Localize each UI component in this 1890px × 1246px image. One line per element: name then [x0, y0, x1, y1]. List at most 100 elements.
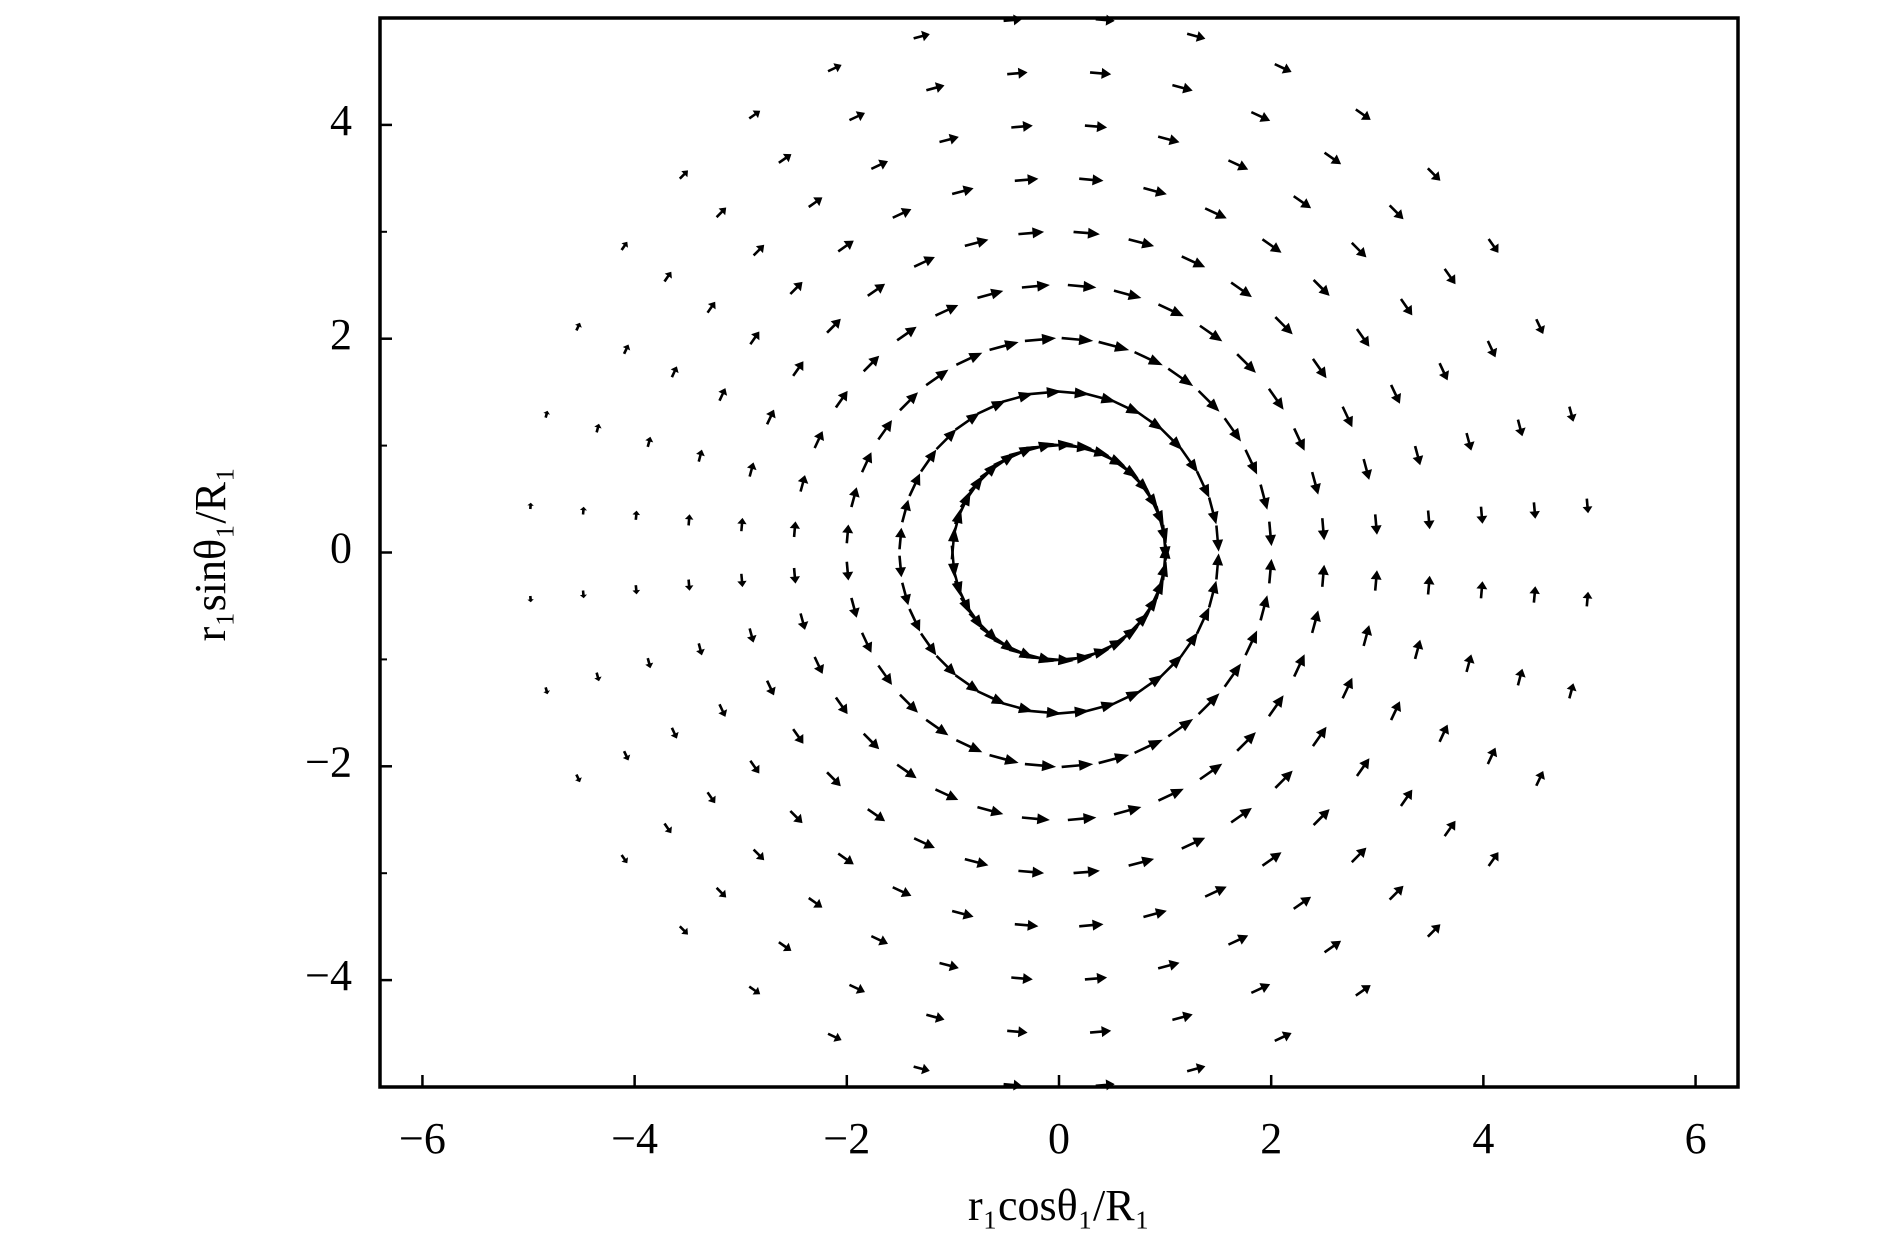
arrow: [579, 590, 587, 599]
arrow: [989, 753, 1019, 765]
arrow: [1136, 674, 1164, 695]
arrow: [899, 392, 918, 412]
arrow: [977, 288, 1004, 300]
arrow: [748, 985, 761, 995]
arrow: [1110, 690, 1142, 706]
arrow: [1028, 387, 1062, 399]
arrow: [1128, 856, 1155, 868]
arrow: [1003, 14, 1022, 26]
arrow: [926, 82, 945, 93]
arrow: [1236, 353, 1256, 373]
arrow: [900, 582, 911, 606]
arrow: [1389, 701, 1401, 721]
arrow: [834, 390, 848, 409]
arrow: [913, 1063, 930, 1075]
arrow: [1007, 1026, 1028, 1038]
arrow: [1261, 852, 1282, 867]
arrow: [789, 521, 800, 538]
arrow: [1024, 333, 1057, 345]
arrow: [964, 857, 989, 868]
arrow: [718, 388, 728, 402]
arrow: [1172, 82, 1193, 94]
arrow: [1001, 701, 1034, 714]
arrow: [1412, 639, 1424, 660]
arrow: [1073, 227, 1100, 239]
arrow: [1259, 484, 1270, 510]
arrow: [1084, 972, 1108, 984]
arrow: [527, 595, 534, 603]
arrow: [913, 256, 935, 268]
arrow: [837, 240, 854, 253]
arrow: [663, 271, 672, 283]
arrow: [1113, 289, 1142, 300]
arrow: [575, 322, 582, 331]
arrow: [935, 429, 957, 450]
arrow: [1167, 367, 1194, 387]
arrow: [706, 301, 716, 314]
arrow: [849, 487, 860, 508]
arrow: [892, 886, 912, 897]
arrow: [1073, 866, 1100, 878]
arrow: [1014, 919, 1039, 931]
y-tick-label: −2: [305, 737, 352, 786]
arrow: [1113, 805, 1142, 816]
arrow: [1003, 1079, 1022, 1091]
arrow: [849, 597, 860, 618]
arrow: [1083, 392, 1117, 404]
arrow: [826, 771, 841, 787]
arrow: [1067, 813, 1097, 825]
arrow: [1186, 1063, 1206, 1074]
arrow: [1566, 683, 1577, 699]
arrow: [1181, 255, 1206, 268]
arrow: [862, 732, 880, 750]
arrow: [1167, 718, 1194, 738]
arrow: [620, 854, 628, 864]
arrow: [670, 366, 679, 378]
arrow: [1230, 281, 1252, 298]
arrow: [1250, 983, 1271, 994]
arrow: [622, 344, 631, 355]
arrow: [877, 420, 892, 441]
arrow: [1028, 706, 1062, 718]
arrow: [1143, 186, 1167, 197]
arrow: [842, 524, 854, 544]
arrow: [1293, 427, 1305, 451]
arrow: [1361, 458, 1372, 480]
arrow: [860, 452, 873, 473]
arrow: [1582, 591, 1593, 607]
x-axis-label: r₁cosθ₁/R₁: [968, 1181, 1150, 1230]
arrow: [1355, 328, 1370, 347]
arrow: [925, 369, 949, 387]
arrow: [1274, 63, 1292, 74]
arrow: [934, 304, 959, 317]
arrow: [1110, 399, 1142, 415]
arrow: [1018, 866, 1045, 878]
arrow: [1223, 417, 1241, 442]
arrow: [989, 340, 1019, 352]
arrow: [1061, 334, 1094, 346]
arrow: [1515, 419, 1526, 437]
arrow: [1227, 159, 1249, 171]
arrow: [1341, 677, 1353, 699]
arrow: [837, 852, 854, 865]
arrow: [1423, 510, 1435, 530]
arrow: [813, 431, 824, 449]
arrow: [1487, 238, 1499, 253]
arrow: [1412, 445, 1424, 466]
arrow: [1157, 134, 1180, 146]
arrow: [1341, 406, 1353, 428]
arrow: [1179, 447, 1199, 473]
arrow: [896, 326, 917, 342]
x-tick-label: 4: [1472, 1114, 1494, 1163]
arrow: [913, 30, 930, 42]
x-tick-label: −6: [399, 1114, 446, 1163]
arrow: [926, 1012, 945, 1023]
arrow: [1021, 280, 1050, 292]
arrow: [895, 527, 906, 550]
arrow: [1317, 518, 1329, 541]
arrow: [622, 750, 631, 761]
arrow: [543, 410, 550, 418]
arrow: [1021, 813, 1050, 825]
arrow: [1018, 227, 1045, 239]
